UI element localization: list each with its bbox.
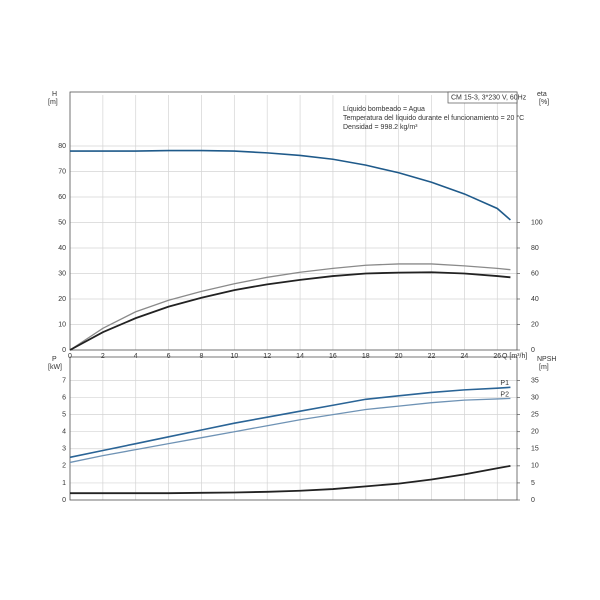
y-tick-label: 0: [62, 347, 66, 354]
series-line: [69, 263, 511, 351]
y2-tick-label: 20: [531, 429, 539, 436]
x-tick-label: 14: [296, 353, 304, 360]
x-tick-label: 22: [428, 353, 436, 360]
y-tick-label: 1: [62, 480, 66, 487]
y-tick-label: 50: [58, 219, 66, 226]
x-tick-label: 0: [68, 353, 72, 360]
y-tick-label: 5: [62, 411, 66, 418]
x-tick-label: 16: [329, 353, 337, 360]
y-axis-label: H: [52, 91, 57, 98]
y2-tick-label: 0: [531, 347, 535, 354]
y-tick-label: 20: [58, 296, 66, 303]
y-axis-unit: [m]: [48, 99, 58, 106]
y-tick-label: 40: [58, 245, 66, 252]
series-line: [70, 149, 511, 221]
annotation-box: [447, 91, 518, 104]
y2-tick-label: 25: [531, 411, 539, 418]
y-tick-label: 3: [62, 446, 66, 453]
note: Temperatura del líquido durante el funci…: [343, 114, 524, 122]
x-tick-label: 10: [230, 353, 238, 360]
y-tick-label: 60: [58, 194, 66, 201]
y2-axis-unit: [m]: [539, 364, 549, 371]
series-label: P1: [500, 380, 509, 387]
x-tick-label: 6: [167, 353, 171, 360]
y2-axis-unit: [%]: [539, 99, 549, 106]
y-tick-label: 70: [58, 168, 66, 175]
x-tick-label: 20: [395, 353, 403, 360]
y2-tick-label: 20: [531, 321, 539, 328]
series-label: P2: [500, 391, 509, 398]
plot-frame: [69, 356, 518, 501]
y-tick-label: 2: [62, 463, 66, 470]
x-tick-label: 12: [263, 353, 271, 360]
y-tick-label: 6: [62, 394, 66, 401]
x-tick-label: 8: [200, 353, 204, 360]
note: Densidad = 998.2 kg/m³: [343, 124, 418, 131]
x-tick-label: 24: [461, 353, 469, 360]
plot-frame: [69, 91, 518, 351]
x-tick-label: 4: [134, 353, 138, 360]
y2-tick-label: 80: [531, 245, 539, 252]
y-tick-label: 80: [58, 143, 66, 150]
annotation: CM 15-3, 3*230 V, 60Hz: [451, 94, 527, 101]
x-tick-label: 18: [362, 353, 370, 360]
y-tick-label: 4: [62, 429, 66, 436]
series-line: [69, 386, 511, 459]
y2-tick-label: 30: [531, 394, 539, 401]
y-axis-label: P: [52, 356, 57, 363]
y2-tick-label: 35: [531, 377, 539, 384]
y2-axis-label: NPSH: [537, 356, 556, 363]
y2-tick-label: 15: [531, 446, 539, 453]
y2-tick-label: 0: [531, 497, 535, 504]
y2-tick-label: 10: [531, 463, 539, 470]
y-tick-label: 10: [58, 321, 66, 328]
y-tick-label: 7: [62, 377, 66, 384]
x-axis-label: Q [m³/h]: [502, 353, 527, 360]
y-tick-label: 30: [58, 270, 66, 277]
series-line: [70, 464, 511, 495]
series-line: [69, 271, 511, 351]
y-tick-label: 0: [62, 497, 66, 504]
y2-tick-label: 40: [531, 296, 539, 303]
series-line: [69, 397, 511, 464]
x-tick-label: 26: [493, 353, 501, 360]
y-axis-unit: [kW]: [48, 364, 62, 371]
y2-axis-label: eta: [537, 91, 547, 98]
y2-tick-label: 5: [531, 480, 535, 487]
y2-tick-label: 60: [531, 270, 539, 277]
x-tick-label: 2: [101, 353, 105, 360]
note: Líquido bombeado = Agua: [343, 106, 425, 113]
y2-tick-label: 100: [531, 219, 543, 226]
